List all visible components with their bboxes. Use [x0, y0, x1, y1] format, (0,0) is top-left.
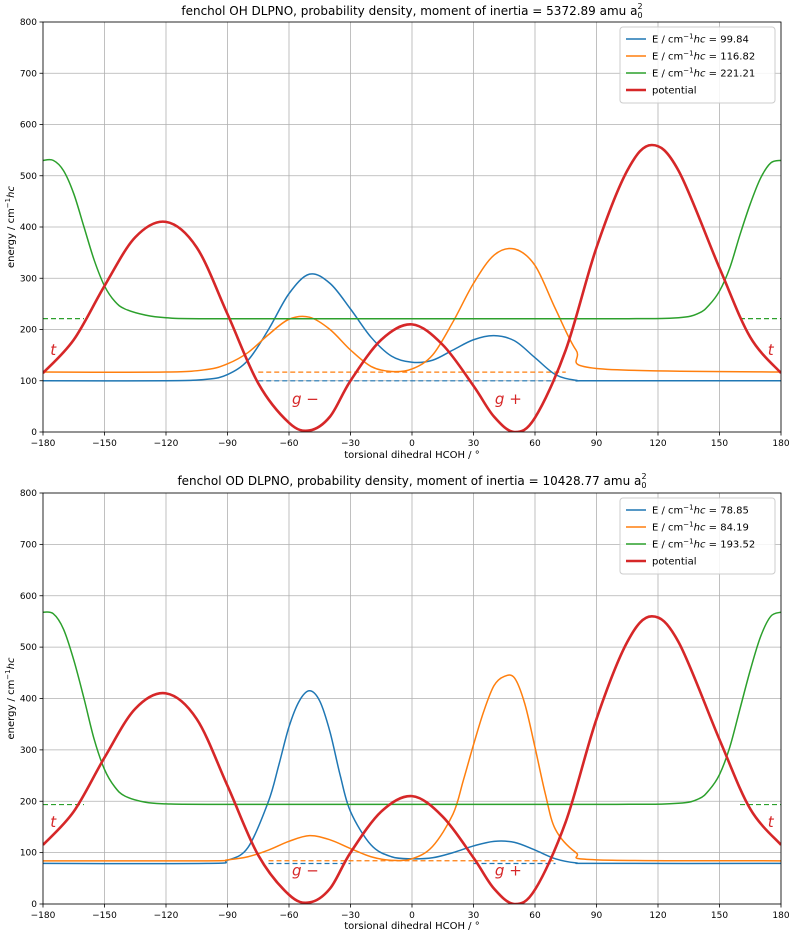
legend-label-blue: E / cm−1hc = 78.85	[652, 504, 749, 517]
legend: E / cm−1hc = 99.84 E / cm−1hc = 116.82 E /…	[619, 26, 776, 104]
x-tick-label: −180	[31, 911, 56, 921]
potential-curve	[43, 143, 781, 432]
x-axis-label: torsional dihedral HCOH / °	[344, 921, 479, 932]
x-tick-label: 90	[591, 911, 603, 921]
legend-box	[619, 26, 776, 104]
x-tick-label: 0	[409, 439, 415, 449]
legend-label-potential: potential	[652, 86, 696, 97]
y-tick-label: 100	[20, 377, 37, 387]
x-tick-label: 0	[409, 911, 415, 921]
y-tick-label: 100	[20, 849, 37, 859]
plot-area	[43, 143, 781, 432]
x-tick-label: −30	[341, 911, 360, 921]
x-tick-label: −30	[341, 439, 360, 449]
y-tick-label: 300	[20, 746, 37, 756]
legend-label-blue: E / cm−1hc = 99.84	[652, 33, 749, 46]
x-tick-label: −150	[92, 439, 117, 449]
region-label: t	[768, 341, 775, 359]
axes-frame	[42, 492, 782, 905]
chart-panel-1: −180 −150 −120 −90 −60 −30 0 30 60 90 120 150 180 0 10…	[4, 2, 790, 461]
x-tick-label: 180	[772, 439, 789, 449]
legend-label-potential: potential	[652, 557, 696, 568]
region-label: t	[50, 341, 57, 359]
y-tick-label: 0	[31, 900, 37, 910]
density-curve-green	[43, 158, 781, 320]
chart-title: fenchol OD DLPNO, probability density, m…	[177, 472, 646, 490]
x-tick-label: 30	[468, 911, 480, 921]
x-tick-label: 60	[529, 911, 541, 921]
legend-label-orange: E / cm−1hc = 116.82	[652, 50, 755, 63]
x-tick-label: −90	[218, 439, 237, 449]
y-tick-label: 800	[20, 489, 37, 499]
x-tick-label: −150	[92, 911, 117, 921]
legend-box	[619, 497, 776, 575]
region-label: t	[50, 813, 57, 831]
x-tick-label: 90	[591, 439, 603, 449]
x-tick-label: −120	[154, 439, 179, 449]
y-axis-label: energy / cm−1hc	[4, 657, 17, 739]
axes-frame	[42, 21, 782, 433]
y-tick-label: 700	[20, 540, 37, 550]
region-label: g −	[292, 390, 319, 408]
x-tick-label: 60	[529, 439, 541, 449]
density-curve-orange	[43, 674, 781, 862]
x-tick-label: −90	[218, 911, 237, 921]
region-label: g +	[495, 862, 522, 880]
x-tick-label: 150	[711, 439, 728, 449]
y-tick-label: 300	[20, 274, 37, 284]
y-tick-label: 600	[20, 121, 37, 131]
chart-panel-2: −180 −150 −120 −90 −60 −30 0 30 60 90 120 150 180 0 10…	[4, 472, 790, 932]
region-label: g −	[292, 862, 319, 880]
x-tick-label: 150	[711, 911, 728, 921]
legend-label-green: E / cm−1hc = 221.21	[652, 67, 755, 80]
y-tick-label: 500	[20, 172, 37, 182]
x-tick-label: −120	[154, 911, 179, 921]
plot-area	[43, 611, 781, 904]
chart-title: fenchol OH DLPNO, probability density, m…	[181, 2, 642, 20]
region-label: t	[768, 813, 775, 831]
potential-curve	[43, 614, 781, 904]
density-curve-green	[43, 611, 781, 806]
y-tick-label: 200	[20, 797, 37, 807]
y-tick-label: 800	[20, 18, 37, 28]
x-tick-label: 30	[468, 439, 480, 449]
y-tick-label: 600	[20, 592, 37, 602]
x-tick-label: −60	[280, 911, 299, 921]
y-tick-label: 700	[20, 69, 37, 79]
density-curve-orange	[43, 247, 781, 373]
density-curve-blue	[43, 273, 781, 382]
y-axis-label: energy / cm−1hc	[4, 186, 17, 268]
x-tick-label: 120	[649, 439, 666, 449]
x-tick-label: 180	[772, 911, 789, 921]
y-tick-label: 400	[20, 223, 37, 233]
x-axis-label: torsional dihedral HCOH / °	[344, 450, 479, 461]
y-tick-label: 200	[20, 326, 37, 336]
x-tick-label: −60	[280, 439, 299, 449]
legend-label-green: E / cm−1hc = 193.52	[652, 538, 755, 551]
legend: E / cm−1hc = 78.85 E / cm−1hc = 84.19 E / …	[619, 497, 776, 575]
y-tick-label: 0	[31, 428, 37, 438]
x-tick-label: −180	[31, 439, 56, 449]
y-tick-label: 400	[20, 695, 37, 705]
x-tick-label: 120	[649, 911, 666, 921]
legend-label-orange: E / cm−1hc = 84.19	[652, 521, 749, 534]
region-label: g +	[495, 390, 522, 408]
y-tick-label: 500	[20, 643, 37, 653]
